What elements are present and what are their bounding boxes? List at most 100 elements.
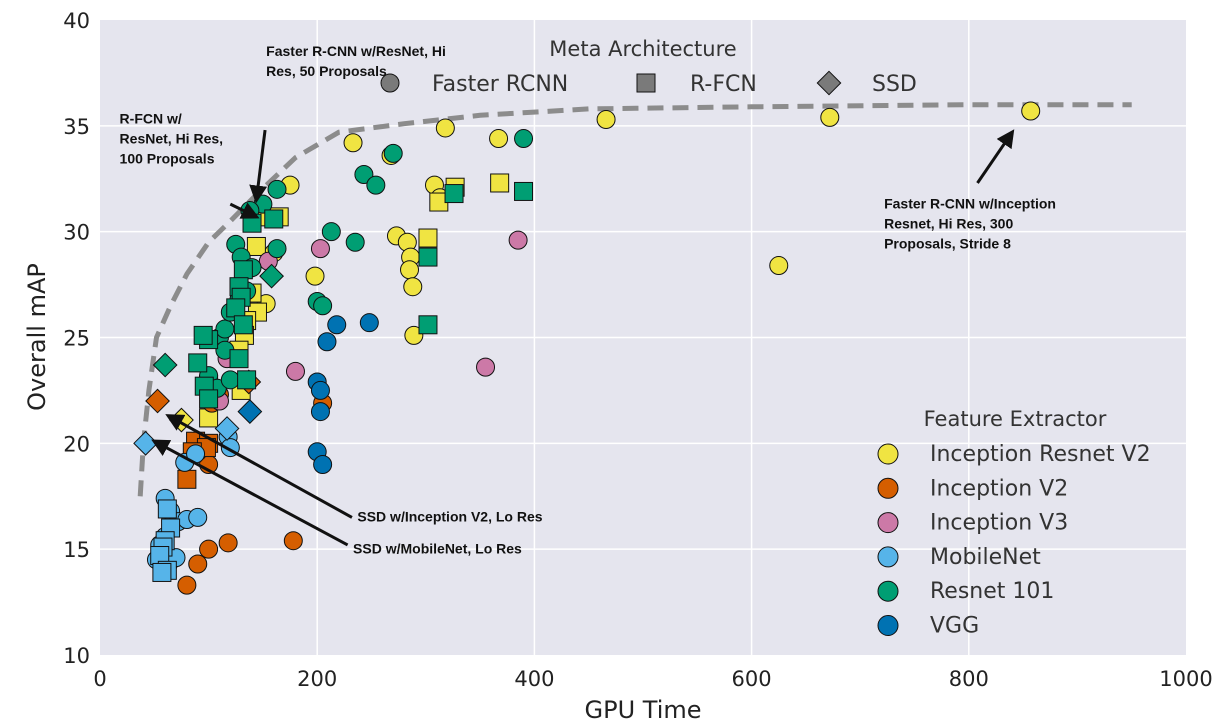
data-point [285, 361, 305, 381]
x-tick-label: 400 [514, 667, 554, 691]
meta-architecture-legend: Meta Architecture Faster RCNN R-FCN SSD [380, 37, 917, 97]
meta-legend-label: R-FCN [690, 72, 757, 97]
data-point [177, 469, 197, 489]
data-point [283, 531, 303, 551]
feature-legend-marker [877, 580, 899, 602]
annotation-text: Proposals, Stride 8 [884, 235, 1011, 251]
data-point [259, 263, 284, 289]
data-point [489, 129, 509, 149]
data-point [514, 129, 534, 149]
data-point [435, 118, 455, 138]
meta-legend-label: SSD [872, 72, 917, 97]
data-point [400, 260, 420, 280]
data-point [152, 562, 172, 582]
data-point [305, 266, 325, 286]
y-axis-label: Overall mAP [23, 263, 51, 411]
meta-legend-label: Faster RCNN [432, 72, 568, 97]
y-tick-label: 20 [63, 432, 90, 456]
feature-legend-label: Inception V2 [930, 476, 1068, 501]
data-point [246, 236, 266, 256]
y-tick-label: 25 [63, 327, 90, 351]
data-point [418, 247, 438, 267]
feature-legend-label: Inception Resnet V2 [930, 442, 1151, 467]
y-tick-label: 10 [63, 644, 90, 668]
data-point [321, 222, 341, 242]
data-point [769, 256, 789, 276]
data-point [177, 575, 197, 595]
feature-legend-marker [877, 546, 899, 568]
data-point [237, 399, 263, 424]
feature-extractor-legend: Feature Extractor Inception Resnet V2 Ince… [877, 407, 1151, 639]
data-point [188, 554, 208, 574]
data-point [220, 370, 240, 390]
annotation-text: 100 Proposals [120, 151, 215, 167]
data-point [508, 230, 528, 250]
data-point [214, 416, 240, 441]
data-point [218, 533, 238, 553]
data-point [310, 380, 330, 400]
data-point [490, 173, 510, 193]
data-point [145, 388, 170, 414]
annotation-text: SSD w/MobileNet, Lo Res [353, 540, 522, 556]
data-point [313, 455, 333, 474]
data-point [233, 315, 253, 335]
meta-legend-marker [636, 73, 656, 93]
axis-ticks: 0 200 400 600 800 1000 10 15 20 25 30 35 40 [63, 9, 1212, 691]
data-point [193, 325, 213, 345]
feature-legend-marker [877, 443, 899, 465]
annotation-text: ResNet, Hi Res, [120, 131, 223, 147]
data-point [444, 184, 464, 204]
data-point [418, 228, 438, 248]
feature-legend-marker [877, 477, 899, 499]
meta-legend-title: Meta Architecture [549, 37, 736, 61]
data-point [226, 298, 246, 318]
data-point [310, 402, 330, 422]
data-point [199, 389, 219, 409]
data-point [157, 499, 177, 519]
feature-legend-title: Feature Extractor [924, 407, 1107, 431]
data-point [199, 539, 219, 559]
data-point [345, 232, 365, 252]
data-point [354, 165, 374, 185]
data-point [476, 357, 496, 377]
data-point [233, 260, 253, 280]
annotation-text: Resnet, Hi Res, 300 [884, 215, 1013, 231]
y-tick-label: 30 [63, 221, 90, 245]
data-point [264, 209, 284, 229]
data-point [215, 319, 235, 339]
feature-legend-marker [877, 512, 899, 534]
feature-legend-label: Resnet 101 [930, 579, 1054, 604]
annotations: Faster R-CNN w/ResNet, Hi Res, 50 Proposa… [120, 43, 1056, 556]
meta-legend-marker [380, 73, 400, 93]
data-point [820, 107, 840, 127]
data-point [383, 143, 403, 163]
annotation-text: Res, 50 Proposals [266, 63, 387, 79]
annotation-arrow [976, 129, 1015, 184]
data-point [343, 133, 363, 153]
data-point [359, 313, 379, 333]
annotation-text: R-FCN w/ [120, 111, 182, 127]
x-axis-label: GPU Time [585, 696, 702, 724]
data-point [242, 213, 262, 233]
data-point [313, 296, 333, 316]
data-point [404, 325, 424, 345]
annotation-arrow [151, 439, 349, 547]
data-point [514, 181, 534, 201]
data-point [310, 239, 330, 259]
feature-legend-marker [877, 615, 899, 636]
y-tick-label: 15 [63, 538, 90, 562]
data-point [327, 315, 347, 335]
feature-legend-label: MobileNet [930, 545, 1041, 570]
annotation-text: Faster R-CNN w/Inception [884, 195, 1056, 211]
data-point [366, 175, 386, 195]
data-point [418, 315, 438, 335]
x-tick-label: 1000 [1159, 667, 1212, 691]
annotation-arrow [165, 414, 353, 519]
data-point [596, 109, 616, 129]
y-tick-label: 35 [63, 115, 90, 139]
data-point [152, 352, 178, 378]
data-point [403, 277, 423, 297]
x-tick-label: 800 [949, 667, 989, 691]
data-points [133, 101, 1041, 595]
